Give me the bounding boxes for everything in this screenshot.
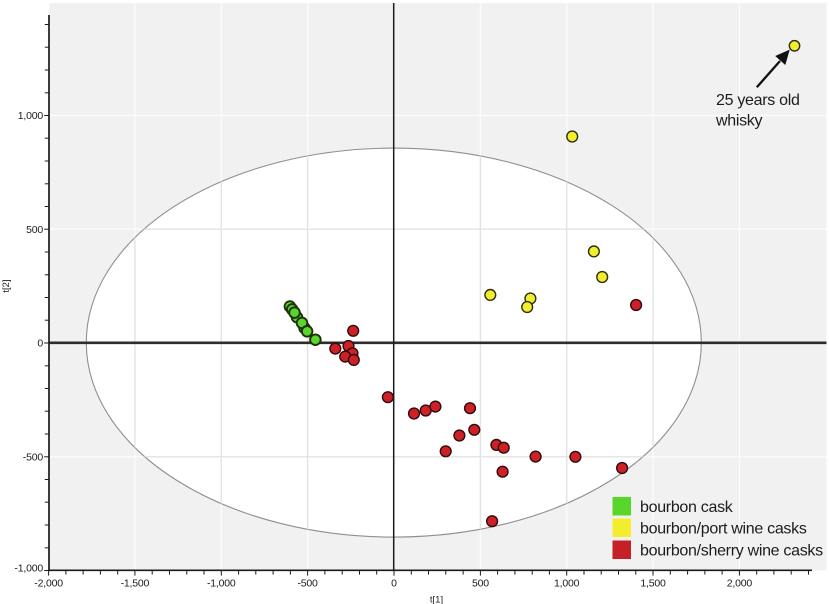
svg-text:500: 500 (472, 578, 489, 590)
svg-text:-500: -500 (23, 451, 44, 463)
svg-text:-1,500: -1,500 (121, 578, 150, 590)
svg-text:-1,000: -1,000 (14, 563, 43, 575)
svg-text:bourbon/sherry wine casks: bourbon/sherry wine casks (640, 542, 823, 559)
svg-text:whisky: whisky (715, 113, 763, 130)
svg-text:bourbon/port wine casks: bourbon/port wine casks (640, 520, 807, 537)
svg-text:2,000: 2,000 (727, 578, 753, 590)
svg-text:1,000: 1,000 (18, 110, 44, 122)
svg-text:t[2]: t[2] (1, 279, 12, 292)
svg-text:-500: -500 (297, 578, 318, 590)
svg-text:1,500: 1,500 (640, 578, 666, 590)
svg-text:-2,000: -2,000 (34, 578, 63, 590)
svg-text:1,000: 1,000 (554, 578, 580, 590)
svg-text:bourbon cask: bourbon cask (640, 499, 734, 516)
svg-text:t[1]: t[1] (430, 595, 443, 604)
svg-text:25 years old: 25 years old (716, 92, 800, 109)
svg-text:-1,000: -1,000 (207, 578, 236, 590)
svg-text:0: 0 (391, 578, 397, 590)
svg-text:500: 500 (26, 224, 43, 236)
svg-text:0: 0 (37, 338, 43, 350)
